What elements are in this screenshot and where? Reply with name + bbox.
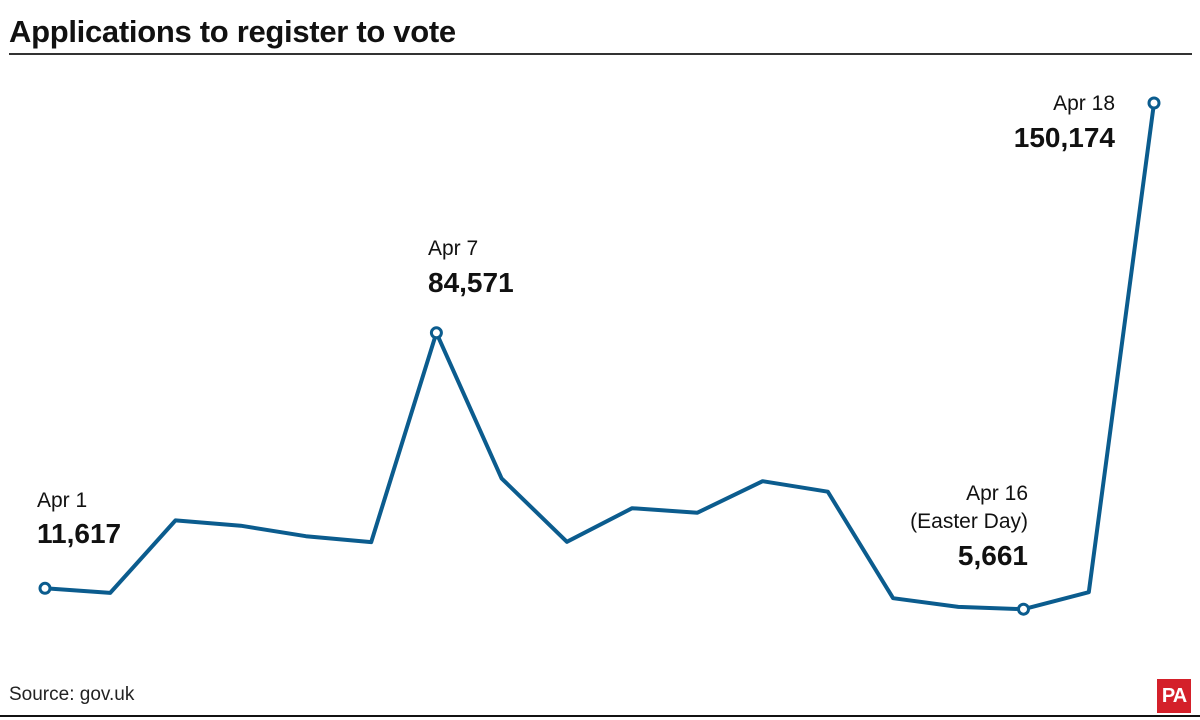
footer-rule bbox=[0, 715, 1200, 717]
data-point-apr-1 bbox=[38, 581, 52, 595]
data-point-apr-7 bbox=[429, 326, 443, 340]
annotation-note-apr-16: (Easter Day) bbox=[910, 510, 1028, 533]
data-point-apr-16 bbox=[1017, 602, 1030, 616]
annotation-value-apr-18: 150,174 bbox=[1014, 122, 1116, 153]
data-point-apr-18 bbox=[1147, 96, 1161, 110]
chart-title: Applications to register to vote bbox=[9, 14, 456, 49]
annotation-date-apr-1: Apr 1 bbox=[37, 489, 87, 512]
annotation-date-apr-16: Apr 16 bbox=[966, 482, 1028, 505]
point-layer bbox=[38, 96, 1161, 616]
label-layer: Apr 1 11,617 Apr 7 84,571 Apr 16 (Easter Day)… bbox=[37, 92, 1115, 571]
source-note: Source: gov.uk bbox=[9, 684, 135, 705]
annotation-value-apr-7: 84,571 bbox=[428, 267, 514, 298]
annotation-value-apr-1: 11,617 bbox=[37, 518, 121, 549]
line-layer bbox=[43, 101, 1156, 612]
annotation-date-apr-18: Apr 18 bbox=[1053, 92, 1115, 115]
annotation-date-apr-7: Apr 7 bbox=[428, 237, 478, 260]
title-rule bbox=[9, 53, 1192, 55]
series-line-applications bbox=[43, 101, 1156, 612]
annotation-value-apr-16: 5,661 bbox=[958, 540, 1028, 571]
pa-logo: PA bbox=[1157, 679, 1191, 713]
